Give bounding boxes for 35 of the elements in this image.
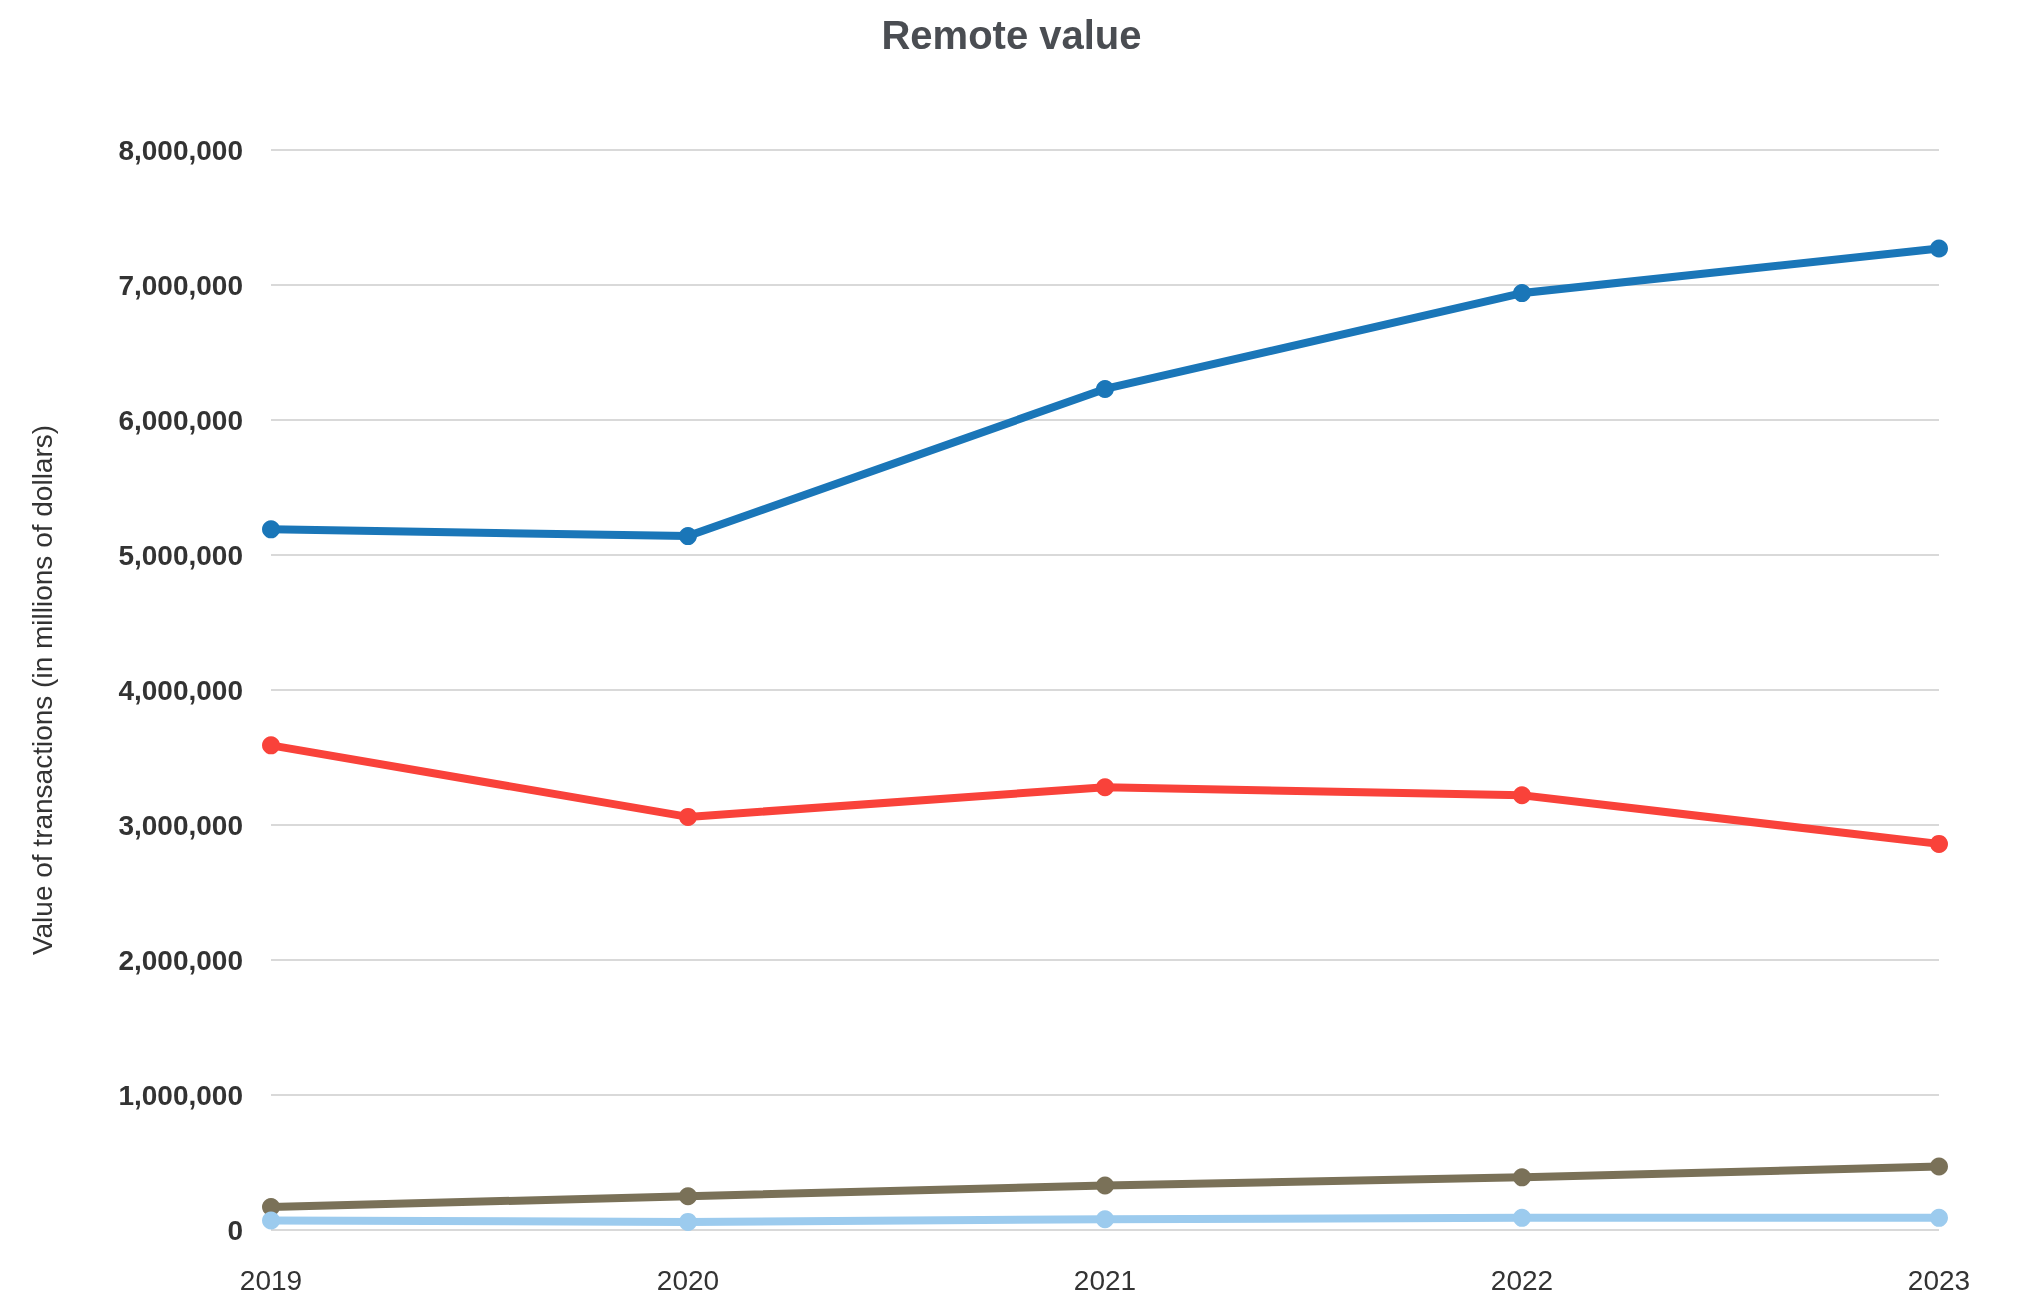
y-tick-label: 7,000,000: [118, 269, 243, 301]
y-tick-label: 8,000,000: [118, 134, 243, 166]
y-tick-label: 2,000,000: [118, 944, 243, 976]
x-tick-label: 2021: [1073, 1264, 1137, 1296]
point: [1930, 1157, 1948, 1176]
point: [262, 1211, 280, 1230]
y-tick-label: 3,000,000: [118, 809, 243, 841]
y-tick-label: 1,000,000: [118, 1079, 243, 1111]
chart-title: Remote value: [881, 13, 1142, 57]
point: [679, 807, 697, 826]
point: [1930, 1208, 1948, 1227]
point: [1096, 379, 1114, 398]
point: [1096, 1176, 1114, 1195]
y-tick-label: 5,000,000: [118, 539, 243, 571]
point: [262, 736, 280, 755]
x-tick-label: 2022: [1490, 1264, 1554, 1296]
point: [1513, 786, 1531, 805]
x-tick-label: 2020: [656, 1264, 720, 1296]
y-axis-title: Value of transactions (in millions of dollars): [26, 424, 58, 956]
x-tick-label: 2019: [239, 1264, 303, 1296]
point: [1513, 1168, 1531, 1187]
point: [679, 527, 697, 546]
point: [1930, 834, 1948, 853]
y-tick-label: 0: [227, 1214, 243, 1246]
point: [1096, 778, 1114, 797]
x-tick-label: 2023: [1907, 1264, 1971, 1296]
point: [1096, 1210, 1114, 1229]
y-tick-label: 4,000,000: [118, 674, 243, 706]
point: [679, 1212, 697, 1231]
point: [1513, 284, 1531, 303]
point: [679, 1187, 697, 1206]
point: [1930, 239, 1948, 258]
point: [262, 520, 280, 539]
y-tick-label: 6,000,000: [118, 404, 243, 436]
point: [1513, 1208, 1531, 1227]
